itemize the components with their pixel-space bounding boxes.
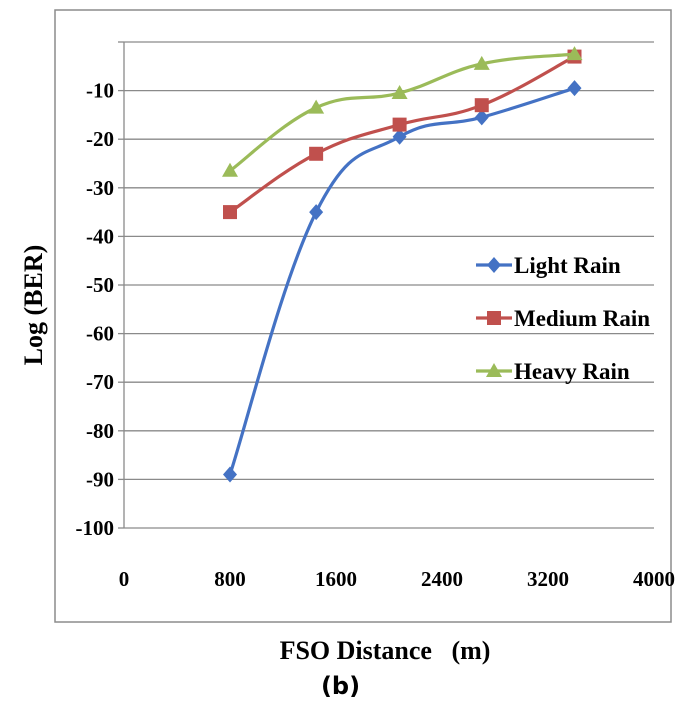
legend-label-light-rain: Light Rain xyxy=(514,253,621,278)
y-tick-labels: -10 -20 -30 -40 -50 -60 -70 -80 -90 -100 xyxy=(76,79,115,540)
series-group xyxy=(222,46,583,483)
y-tick-label: -80 xyxy=(86,419,114,443)
medium-rain-point xyxy=(392,117,407,132)
chart-border xyxy=(54,9,672,623)
legend: Light Rain Medium Rain Heavy Rain xyxy=(476,253,650,384)
light-rain-line xyxy=(228,86,575,476)
y-axis-label: Log (BER) xyxy=(19,245,48,366)
light-rain-point xyxy=(567,80,582,97)
y-tick-label: -20 xyxy=(86,127,114,151)
x-tick-label: 0 xyxy=(119,567,130,591)
ber-chart: -10 -20 -30 -40 -50 -60 -70 -80 -90 -100 0 800 1600… xyxy=(19,9,675,665)
y-tick-label: -10 xyxy=(86,79,114,103)
y-tick-label: -60 xyxy=(86,322,114,346)
y-tick-label: -70 xyxy=(86,370,114,394)
y-tick-label: -90 xyxy=(86,467,114,491)
light-rain-point xyxy=(392,128,407,145)
legend-marker-medium-rain xyxy=(487,311,501,325)
heavy-rain-point xyxy=(308,99,325,114)
x-tick-label: 2400 xyxy=(421,567,463,591)
x-tick-label: 4000 xyxy=(633,567,675,591)
axes xyxy=(118,41,125,529)
light-rain-point xyxy=(474,109,489,126)
y-tick-label: -40 xyxy=(86,224,114,248)
heavy-rain-point xyxy=(391,85,408,100)
x-tick-label: 3200 xyxy=(527,567,569,591)
y-tick-label: -100 xyxy=(76,516,115,540)
x-axis-label: FSO Distance (m) xyxy=(280,636,491,665)
legend-marker-light-rain xyxy=(487,257,501,273)
y-tick-label: -50 xyxy=(86,273,114,297)
legend-label-medium-rain: Medium Rain xyxy=(514,306,650,331)
light-rain-point xyxy=(223,466,237,483)
x-tick-label: 800 xyxy=(214,567,246,591)
grid-lines xyxy=(124,41,654,529)
legend-label-heavy-rain: Heavy Rain xyxy=(514,359,630,384)
legend-marker-heavy-rain xyxy=(486,363,502,377)
heavy-rain-point xyxy=(222,162,238,177)
medium-rain-point xyxy=(223,205,237,220)
medium-rain-point xyxy=(309,146,324,161)
x-tick-label: 1600 xyxy=(315,567,357,591)
figure-caption: (b) xyxy=(320,672,361,700)
heavy-rain-point xyxy=(566,46,583,61)
light-rain-point xyxy=(309,204,324,221)
heavy-rain-point xyxy=(473,55,490,70)
x-tick-labels: 0 800 1600 2400 3200 4000 xyxy=(119,567,675,591)
y-tick-label: -30 xyxy=(86,176,114,200)
medium-rain-point xyxy=(474,98,489,113)
